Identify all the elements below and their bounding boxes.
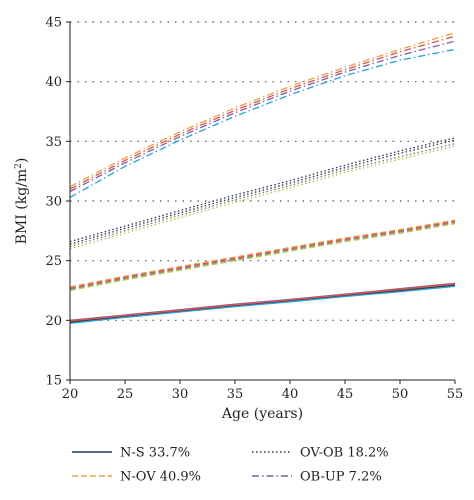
y-axis-title-sup: 2 — [14, 163, 24, 169]
x-tick-label: 35 — [227, 387, 244, 402]
series-group — [69, 32, 456, 198]
x-tick-label: 50 — [392, 387, 409, 402]
series-line — [69, 143, 456, 247]
series-line — [69, 137, 456, 243]
y-axis-title-base: BMI (kg/m — [14, 169, 30, 245]
y-axis-title: BMI (kg/m2) — [14, 158, 30, 245]
series-line — [69, 285, 456, 324]
x-axis-title: Age (years) — [221, 406, 303, 422]
series-line — [69, 220, 456, 289]
y-tick-label: 40 — [45, 75, 62, 90]
series-line — [69, 283, 456, 322]
series-line — [69, 32, 456, 188]
series-line — [69, 139, 456, 245]
legend: N-S 33.7% OV-OB 18.2% N-OV 40.9% OB-UP 7.2% — [72, 446, 389, 485]
series-lines — [69, 32, 456, 324]
x-tick-label: 45 — [337, 387, 354, 402]
y-tick-label: 45 — [45, 16, 62, 31]
x-tick-label: 40 — [282, 387, 299, 402]
y-tick-label: 20 — [45, 314, 62, 329]
series-group — [69, 219, 456, 292]
series-group — [69, 282, 456, 324]
x-tick-label: 30 — [172, 387, 189, 402]
x-tick-label: 55 — [447, 387, 464, 402]
legend-label: N-S 33.7% — [120, 446, 190, 461]
legend-label: N-OV 40.9% — [120, 470, 201, 485]
axes — [69, 22, 455, 381]
x-ticks: 20 25 30 35 40 45 50 55 — [62, 380, 464, 402]
series-group — [69, 137, 456, 250]
series-line — [69, 223, 456, 292]
series-line — [69, 219, 456, 288]
legend-label: OV-OB 18.2% — [300, 446, 389, 461]
y-tick-label: 35 — [45, 135, 62, 150]
series-line — [69, 221, 456, 290]
series-line — [69, 145, 456, 250]
series-line — [69, 40, 456, 193]
y-ticks: 15 20 25 30 35 40 45 — [45, 16, 70, 389]
x-tick-label: 20 — [62, 387, 79, 402]
series-line — [69, 35, 456, 190]
x-tick-label: 25 — [117, 387, 134, 402]
legend-label: OB-UP 7.2% — [300, 470, 382, 485]
y-tick-label: 25 — [45, 254, 62, 269]
y-tick-label: 30 — [45, 195, 62, 210]
series-line — [69, 48, 456, 198]
y-axis-title-close: ) — [14, 158, 30, 163]
y-tick-label: 15 — [45, 374, 62, 389]
